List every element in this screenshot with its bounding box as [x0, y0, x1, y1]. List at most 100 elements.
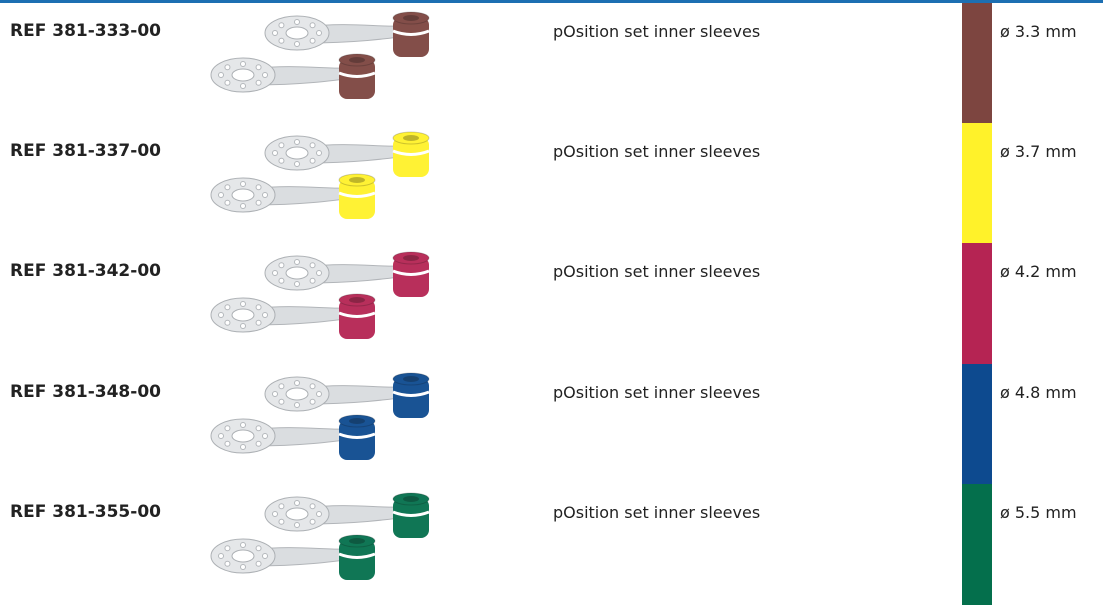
shape — [278, 157, 285, 164]
shape — [338, 71, 376, 78]
shape — [231, 308, 255, 322]
shape — [316, 30, 322, 36]
ref-number: REF 381-355-00 — [10, 501, 161, 522]
description: pOsition set inner sleeves — [553, 382, 761, 402]
shape — [285, 146, 309, 160]
shape — [240, 61, 246, 67]
shape — [224, 440, 231, 447]
shape — [272, 390, 278, 397]
color-code — [962, 3, 992, 124]
shape — [240, 83, 246, 89]
color-code — [962, 483, 992, 605]
shape — [255, 424, 262, 431]
shape — [224, 64, 231, 71]
product-row: REF 381-342-00 pOsition set inner sleeves… — [0, 243, 1103, 365]
description: pOsition set inner sleeves — [553, 142, 761, 162]
shape — [393, 257, 429, 298]
shape — [338, 293, 376, 307]
shape — [294, 499, 300, 506]
shape — [349, 57, 365, 63]
instruments — [210, 131, 430, 220]
shape — [392, 390, 430, 397]
shape — [231, 188, 255, 202]
shape — [255, 199, 262, 206]
shape — [262, 192, 268, 199]
shape — [294, 281, 300, 288]
shape — [309, 157, 316, 164]
shape — [339, 539, 375, 580]
shape — [403, 255, 419, 262]
ref-number: REF 381-342-00 — [10, 261, 161, 282]
shape — [294, 19, 300, 25]
shape — [262, 432, 268, 439]
shape — [393, 497, 429, 538]
shape — [316, 390, 322, 397]
shape — [224, 199, 231, 206]
shape — [224, 184, 231, 191]
instruments — [210, 372, 430, 460]
shape — [294, 139, 300, 146]
ref-number: REF 381-337-00 — [10, 141, 161, 162]
shape — [240, 181, 246, 188]
shape — [278, 37, 285, 44]
shape — [278, 262, 285, 269]
ref-number: REF 381-333-00 — [10, 21, 161, 41]
shape — [393, 137, 429, 178]
shape — [240, 443, 246, 450]
shape — [272, 510, 278, 517]
shape — [392, 131, 430, 145]
shape — [218, 432, 224, 439]
shape — [309, 503, 316, 510]
shape — [392, 149, 430, 157]
product-image — [210, 131, 430, 220]
shape — [240, 323, 246, 330]
shape — [255, 440, 262, 447]
shape — [403, 15, 419, 21]
diameter: ø 5.5 mm — [1000, 502, 1077, 522]
product-image — [210, 11, 430, 99]
diameter: ø 4.8 mm — [1000, 382, 1077, 402]
shape — [218, 312, 224, 319]
shape — [392, 29, 430, 36]
shape — [349, 177, 365, 184]
shape — [309, 398, 316, 405]
shape — [392, 251, 430, 265]
shape — [309, 382, 316, 389]
shape — [218, 552, 224, 559]
shape — [278, 142, 285, 149]
product-row: REF 381-333-00 pOsition set inner sleeves… — [0, 3, 1103, 124]
shape — [272, 270, 278, 277]
shape — [278, 382, 285, 389]
shape — [255, 64, 262, 71]
shape — [231, 549, 255, 563]
shape — [338, 534, 376, 548]
shape — [349, 417, 365, 424]
shape — [294, 521, 300, 528]
shape — [349, 297, 365, 304]
shape — [255, 184, 262, 191]
shape — [272, 150, 278, 157]
ref-number: REF 381-348-00 — [10, 381, 161, 402]
shape — [224, 79, 231, 86]
shape — [309, 262, 316, 269]
shape — [255, 545, 262, 552]
shape — [339, 59, 375, 99]
shape — [339, 179, 375, 220]
shape — [338, 191, 376, 199]
shape — [392, 510, 430, 517]
shape — [231, 68, 255, 82]
shape — [224, 560, 231, 567]
shape — [309, 22, 316, 29]
shape — [262, 72, 268, 78]
instruments — [210, 492, 430, 580]
shape — [224, 304, 231, 311]
shape — [316, 150, 322, 157]
shape — [278, 398, 285, 405]
shape — [338, 311, 376, 319]
shape — [255, 304, 262, 311]
shape — [294, 401, 300, 408]
shape — [262, 312, 268, 319]
color-code — [962, 363, 992, 485]
shape — [403, 495, 419, 502]
